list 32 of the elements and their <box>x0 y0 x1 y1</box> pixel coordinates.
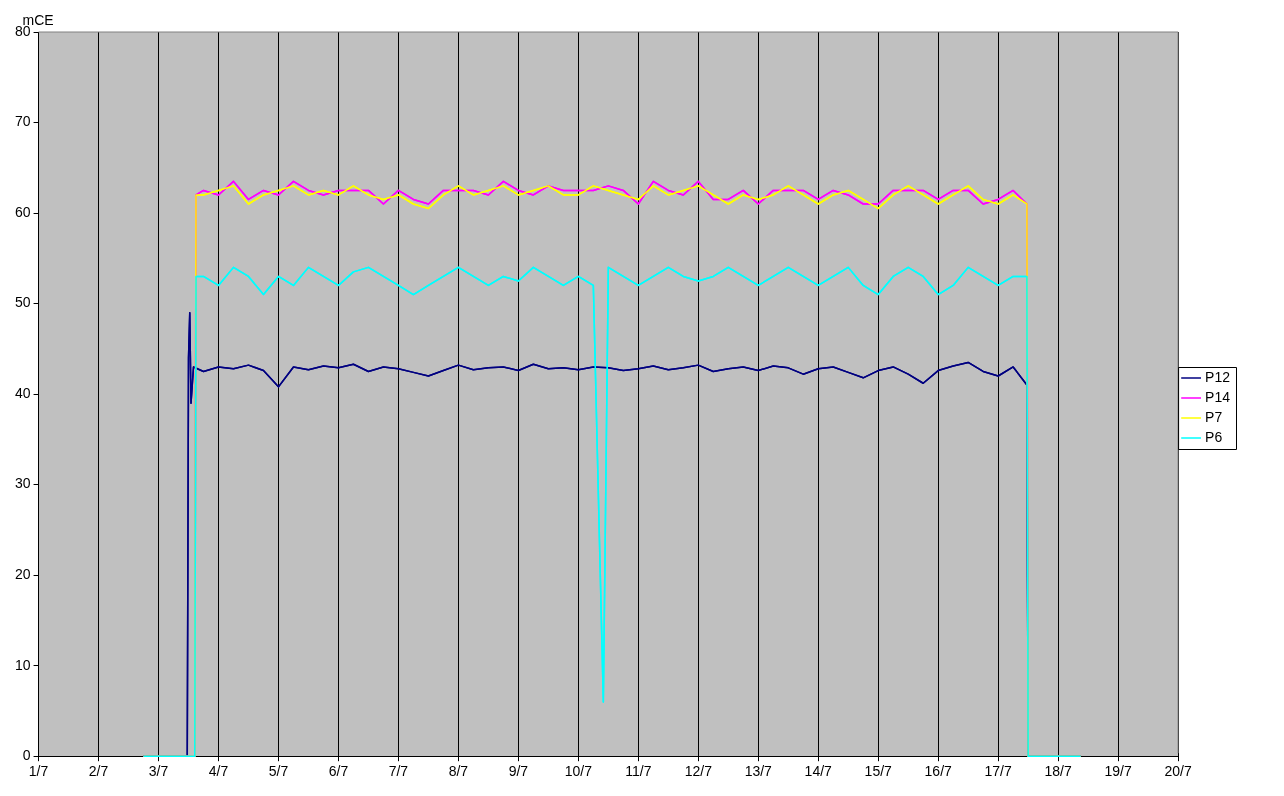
x-tick-label: 15/7 <box>864 763 893 780</box>
x-tick-label: 18/7 <box>1044 763 1072 780</box>
y-tick-label: 70 <box>14 113 31 130</box>
x-tick-label: 16/7 <box>924 763 953 780</box>
x-tick-label: 20/7 <box>1164 763 1192 780</box>
legend-label: P14 <box>1205 388 1231 405</box>
x-tick-label: 19/7 <box>1104 763 1132 780</box>
x-tick-label: 6/7 <box>328 763 349 780</box>
x-tick-label: 10/7 <box>564 763 593 780</box>
x-tick-label: 8/7 <box>448 763 469 780</box>
x-tick-label: 17/7 <box>984 763 1012 780</box>
x-tick-label: 14/7 <box>804 763 833 780</box>
x-tick-label: 11/7 <box>625 763 652 780</box>
y-tick-label: 0 <box>22 747 31 764</box>
x-tick-label: 13/7 <box>744 763 773 780</box>
y-tick-label: 20 <box>14 566 31 583</box>
legend-label: P7 <box>1205 408 1223 425</box>
legend-label: P6 <box>1205 428 1223 445</box>
x-tick-label: 9/7 <box>508 763 529 780</box>
x-tick-label: 7/7 <box>388 763 409 780</box>
y-tick-label: 50 <box>14 294 31 311</box>
x-tick-label: 5/7 <box>268 763 289 780</box>
y-tick-label: 60 <box>14 203 31 220</box>
x-tick-label: 4/7 <box>208 763 229 780</box>
x-tick-label: 2/7 <box>88 763 109 780</box>
x-tick-label: 3/7 <box>148 763 169 780</box>
legend-label: P12 <box>1205 368 1231 385</box>
x-tick-label: 12/7 <box>684 763 713 780</box>
y-tick-label: 10 <box>14 656 31 673</box>
y-tick-label: 30 <box>14 475 31 492</box>
y-tick-label: 40 <box>14 384 31 401</box>
x-tick-label: 1/7 <box>28 763 49 780</box>
